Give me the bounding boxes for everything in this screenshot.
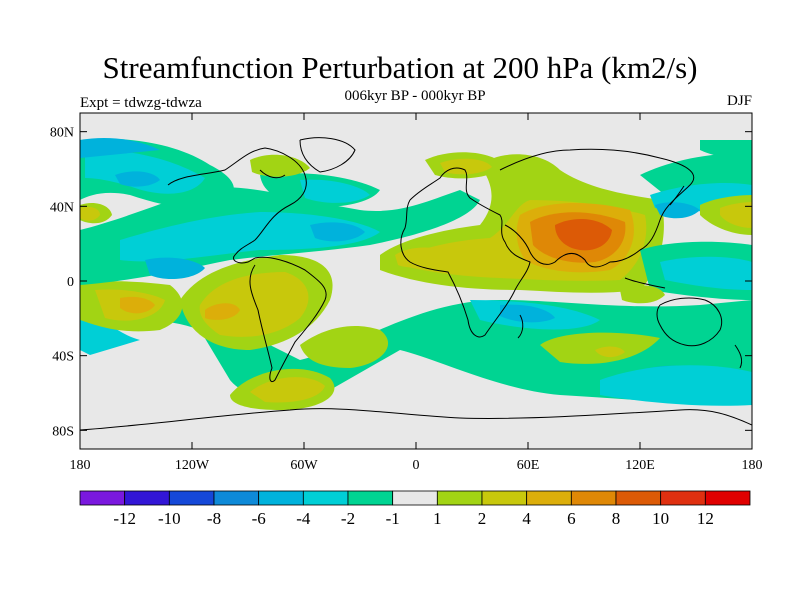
colorbar-label: 1 xyxy=(433,509,442,528)
contour-south-america-yellow xyxy=(199,272,309,337)
coastline-indonesia xyxy=(624,277,666,289)
lon-tick-label: 180 xyxy=(742,458,763,473)
coastline-madagascar xyxy=(517,314,524,339)
colorbar-label: 10 xyxy=(652,509,669,528)
colorbar-swatch xyxy=(481,490,528,506)
colorbar-swatch xyxy=(526,490,572,506)
colorbar-swatch xyxy=(302,490,349,506)
plot-title: Streamfunction Perturbation at 200 hPa (… xyxy=(102,50,698,85)
coastlines xyxy=(80,137,752,431)
coastline-new-zealand xyxy=(734,344,743,369)
lat-tick-label: 80N xyxy=(50,126,74,141)
colorbar-swatch xyxy=(79,490,126,506)
colorbar-label: -10 xyxy=(158,509,181,528)
contour-siberia-yellow xyxy=(440,158,492,175)
contour-south-america-orange xyxy=(205,303,240,320)
lon-tick-label: 0 xyxy=(413,458,420,473)
contour-fills xyxy=(80,138,752,410)
colorbar-label: 12 xyxy=(697,509,714,528)
contour-tibet-red xyxy=(555,218,612,251)
colorbar-swatch xyxy=(347,490,394,506)
coastline-greenland xyxy=(299,137,356,173)
colorbar-label: -8 xyxy=(207,509,221,528)
lat-tick-label: 0 xyxy=(67,275,74,290)
contour-north-tropical-blue xyxy=(145,257,205,280)
colorbar-swatch xyxy=(615,490,662,506)
contour-south-pacific-green xyxy=(300,325,389,368)
contour-atlantic-blue xyxy=(310,222,365,242)
contour-tropical-pacific-orange xyxy=(120,296,155,314)
lat-tick-label: 40S xyxy=(52,350,74,365)
lat-tick-label: 40N xyxy=(50,200,74,215)
colorbar-label: 8 xyxy=(612,509,621,528)
contour-arctic-green xyxy=(250,154,310,177)
coastline-japan xyxy=(669,185,685,206)
colorbar-label: 6 xyxy=(567,509,576,528)
colorbar-swatch xyxy=(660,490,706,506)
colorbar-label: -12 xyxy=(113,509,136,528)
contour-southern-ocean-yellow xyxy=(250,377,325,403)
coastline-north-america xyxy=(167,147,307,264)
contour-maritime-green xyxy=(620,285,665,304)
colorbar-label: -1 xyxy=(386,509,400,528)
colorbar-swatch xyxy=(436,490,483,506)
lon-tick-label: 60E xyxy=(517,458,540,473)
colorbar-label: 2 xyxy=(478,509,487,528)
contour-arctic-blue-strip xyxy=(80,138,160,158)
coastline-australia xyxy=(656,297,723,347)
coastline-hudson-bay xyxy=(259,169,286,179)
colorbar-swatch xyxy=(392,490,438,506)
colorbar-swatch xyxy=(258,490,304,506)
contour-north-pacific-blue xyxy=(115,171,160,187)
lon-tick-label: 120W xyxy=(175,458,210,473)
contour-west-africa-yellow xyxy=(395,247,450,268)
colorbar-swatch xyxy=(570,490,617,506)
colorbar-swatch xyxy=(124,490,170,506)
plot-subtitle: 006kyr BP - 000kyr BP xyxy=(344,88,486,104)
colorbar-swatch xyxy=(704,490,751,506)
colorbar: -12 -10 -8 -6 -4 -2 -1 1 2 4 6 8 10 12 xyxy=(79,490,751,528)
contour-dateline-yellow xyxy=(80,206,100,221)
colorbar-label: -4 xyxy=(296,509,311,528)
latitude-axis: 80N 40N 0 40S 80S xyxy=(50,126,752,439)
experiment-label: Expt = tdwzg-tdwza xyxy=(80,95,202,111)
contour-west-pacific-teal xyxy=(660,256,752,290)
coastline-asia xyxy=(499,148,695,268)
contour-indian-ocean-yellow xyxy=(595,346,625,358)
coastline-europe-africa xyxy=(400,167,531,338)
longitude-axis: 180 120W 60W 0 60E 120E 180 xyxy=(70,113,763,473)
colorbar-label: -6 xyxy=(252,509,266,528)
lat-tick-label: 80S xyxy=(52,424,74,439)
contour-south-indian-blue xyxy=(500,304,555,323)
colorbar-swatch xyxy=(168,490,215,506)
lon-tick-label: 180 xyxy=(70,458,91,473)
season-label: DJF xyxy=(726,93,752,109)
colorbar-swatch xyxy=(213,490,260,506)
colorbar-label: 4 xyxy=(522,509,531,528)
colorbar-label: -2 xyxy=(341,509,355,528)
contour-northeast-pacific-yellow xyxy=(720,202,752,228)
lon-tick-label: 60W xyxy=(290,458,318,473)
contour-west-pacific-blue xyxy=(655,202,700,219)
map-panel xyxy=(79,112,753,450)
contour-southern-cyan xyxy=(600,365,752,406)
contour-north-atlantic-teal xyxy=(300,179,370,203)
contour-arctic-east-cyan xyxy=(700,140,752,160)
lon-tick-label: 120E xyxy=(625,458,655,473)
coastline-antarctica xyxy=(80,408,752,431)
coastline-south-america xyxy=(249,256,327,383)
contour-north-pacific-teal xyxy=(85,149,205,194)
